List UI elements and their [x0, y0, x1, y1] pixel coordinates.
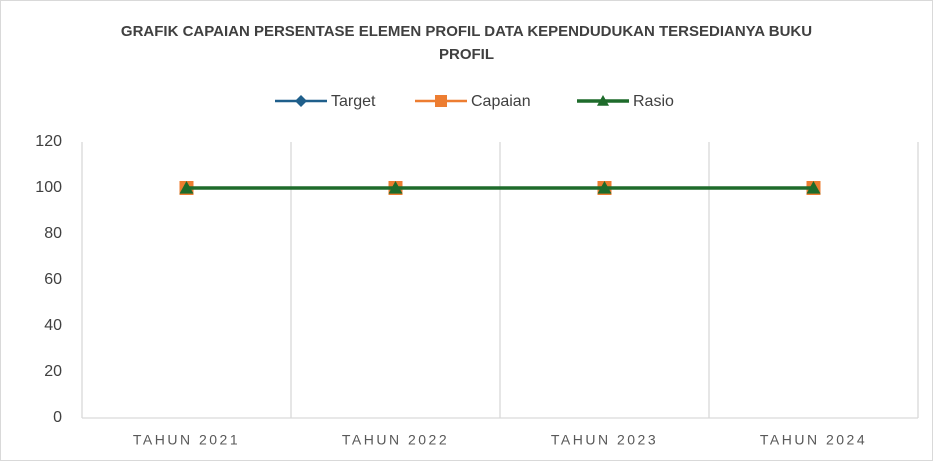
legend-label: Target	[331, 93, 376, 110]
y-tick-label: 80	[44, 225, 62, 242]
marker	[388, 181, 403, 194]
y-tick-label: 40	[44, 317, 62, 334]
x-tick-label: TAHUN 2021	[133, 432, 240, 448]
y-tick-label: 20	[44, 363, 62, 380]
y-tick-label: 100	[35, 179, 62, 196]
marker	[295, 95, 307, 107]
marker	[179, 181, 194, 194]
y-tick-label: 0	[53, 409, 62, 426]
legend-label: Capaian	[471, 93, 531, 110]
legend-label: Rasio	[633, 93, 674, 110]
y-tick-label: 60	[44, 271, 62, 288]
x-tick-label: TAHUN 2024	[760, 432, 867, 448]
marker	[435, 95, 447, 107]
chart-title: GRAFIK CAPAIAN PERSENTASE ELEMEN PROFIL …	[120, 23, 813, 63]
x-tick-label: TAHUN 2023	[551, 432, 658, 448]
marker	[597, 181, 612, 194]
x-tick-label: TAHUN 2022	[342, 432, 449, 448]
y-tick-label: 120	[35, 133, 62, 150]
marker	[597, 95, 609, 106]
marker	[806, 181, 821, 194]
